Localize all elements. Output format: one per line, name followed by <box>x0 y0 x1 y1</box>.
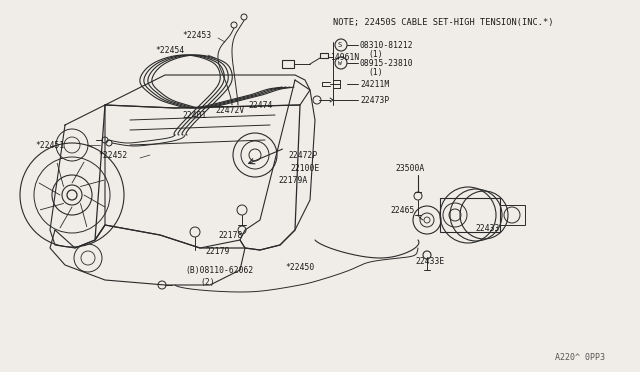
Text: 22465: 22465 <box>390 205 414 215</box>
Text: (1): (1) <box>368 67 383 77</box>
Text: *22450: *22450 <box>285 263 314 273</box>
Text: 22472P: 22472P <box>288 151 317 160</box>
Text: (2): (2) <box>200 278 214 286</box>
Text: 22433: 22433 <box>475 224 499 232</box>
Text: 14961N: 14961N <box>330 52 359 61</box>
Text: 22474: 22474 <box>248 100 273 109</box>
Text: A220^ 0PP3: A220^ 0PP3 <box>555 353 605 362</box>
Text: 24211M: 24211M <box>360 80 389 89</box>
Text: W: W <box>338 61 342 65</box>
Text: S: S <box>338 42 342 48</box>
Bar <box>320 53 328 58</box>
Bar <box>282 60 294 68</box>
Text: 22179: 22179 <box>205 247 229 257</box>
Text: 22472V: 22472V <box>215 106 244 115</box>
Text: 08915-23810: 08915-23810 <box>360 58 413 67</box>
Text: *22452: *22452 <box>98 151 127 160</box>
Text: (B)08110-62062: (B)08110-62062 <box>185 266 253 275</box>
Text: 22100E: 22100E <box>290 164 319 173</box>
Text: 08310-81212: 08310-81212 <box>360 41 413 49</box>
Text: (1): (1) <box>368 49 383 58</box>
Text: 22178: 22178 <box>218 231 243 240</box>
Text: 22401: 22401 <box>182 110 206 119</box>
Text: *22451: *22451 <box>35 141 64 150</box>
Text: *22454: *22454 <box>155 45 184 55</box>
Bar <box>440 198 500 232</box>
Text: NOTE; 22450S CABLE SET-HIGH TENSION(INC.*): NOTE; 22450S CABLE SET-HIGH TENSION(INC.… <box>333 17 554 26</box>
Text: 22179A: 22179A <box>278 176 307 185</box>
Text: 22473P: 22473P <box>360 96 389 105</box>
Bar <box>500 205 525 225</box>
Text: *22453: *22453 <box>182 31 211 39</box>
Text: 23500A: 23500A <box>395 164 424 173</box>
Text: 22433E: 22433E <box>415 257 444 266</box>
